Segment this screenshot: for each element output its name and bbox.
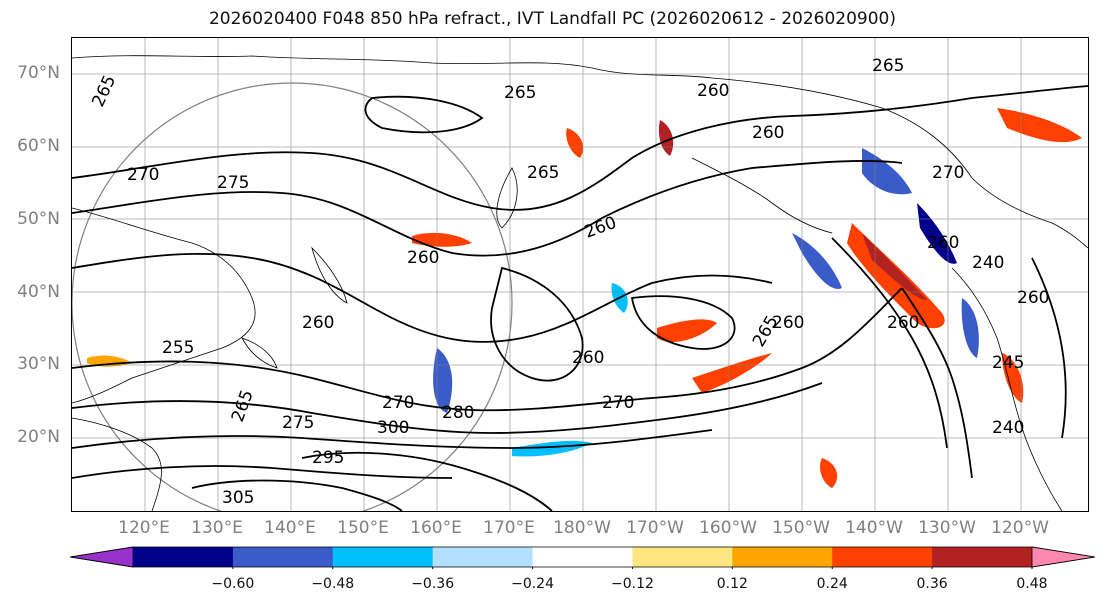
- shade-negative-south: [512, 440, 592, 457]
- colorbar-tick-label: −0.60: [211, 576, 255, 592]
- shade-positive-ne: [997, 108, 1082, 143]
- longitude-label: 140°E: [264, 518, 316, 538]
- shade-negative-west: [433, 348, 453, 413]
- longitude-label: 120°W: [991, 518, 1049, 538]
- latitude-label: 30°N: [17, 354, 60, 375]
- colorbar-segment: [332, 547, 434, 567]
- map-panel: 265 265 265 260 260 260 270 275 260 265 …: [71, 37, 1089, 512]
- contour-label: 255: [162, 338, 194, 358]
- contour-label: 265: [88, 72, 120, 110]
- contour-label: 275: [282, 413, 314, 433]
- shade-negative-north: [862, 148, 912, 195]
- shade-positive-coast: [1002, 353, 1024, 403]
- longitude-label: 150°E: [337, 518, 389, 538]
- colorbar-tick-label: −0.12: [610, 576, 654, 592]
- shade-positive-center: [657, 319, 717, 343]
- latitude-label: 40°N: [17, 281, 60, 302]
- latitude-label: 20°N: [17, 427, 60, 448]
- contour-lines: [72, 85, 1088, 511]
- longitude-label: 140°W: [845, 518, 903, 538]
- longitude-label: 150°W: [772, 518, 830, 538]
- colorbar: [70, 546, 1095, 569]
- colorbar-tick-label: −0.24: [511, 576, 554, 592]
- contour-label: 260: [697, 81, 729, 101]
- longitude-label: 170°W: [626, 518, 684, 538]
- colorbar-tick-label: −0.36: [411, 576, 455, 592]
- colorbar-outline: [70, 546, 1095, 568]
- contour-label: 275: [217, 173, 249, 193]
- latitude-label: 50°N: [17, 208, 60, 229]
- shade-positive-max: [862, 233, 927, 300]
- contour-label: 260: [582, 213, 619, 243]
- contour-label: 260: [1017, 288, 1049, 308]
- colorbar-segment: [732, 547, 833, 567]
- longitude-label: 130°W: [918, 518, 976, 538]
- colorbar-segment: [632, 547, 733, 567]
- colorbar-tick-label: 0.12: [716, 576, 748, 592]
- contour-label: 270: [127, 165, 159, 185]
- graticule: [72, 38, 1088, 511]
- contour-label: 260: [407, 248, 439, 268]
- contour-label: 305: [222, 488, 254, 508]
- longitude-label: 180°W: [553, 518, 611, 538]
- colorbar-segment: [133, 547, 234, 567]
- longitude-label: 160°E: [410, 518, 462, 538]
- colorbar-segment: [932, 547, 1033, 567]
- contour-label: 260: [752, 123, 784, 143]
- shading-layer: [87, 108, 1082, 488]
- colorbar-segment: [232, 547, 334, 567]
- longitude-label: 170°E: [483, 518, 535, 538]
- longitude-label: 160°W: [699, 518, 757, 538]
- contour-label: 265: [527, 163, 559, 183]
- contour-label: 265: [872, 56, 904, 76]
- shade-positive-se: [820, 458, 838, 488]
- contour-label: 260: [927, 233, 959, 253]
- colorbar-segment: [432, 547, 534, 567]
- shade-positive-kam: [566, 128, 584, 158]
- shade-negative-coast: [961, 298, 979, 358]
- range-ring: [72, 82, 513, 511]
- contour-label: 270: [932, 163, 964, 183]
- contour-label: 260: [887, 313, 919, 333]
- colorbar-segment: [832, 547, 933, 567]
- contour-label: 270: [602, 393, 634, 413]
- colorbar-tick-label: 0.24: [816, 576, 848, 592]
- contour-label: 260: [772, 313, 804, 333]
- contour-label: 270: [382, 393, 414, 413]
- map-canvas: 265 265 265 260 260 260 270 275 260 265 …: [72, 38, 1088, 511]
- colorbar-tick-label: 0.36: [916, 576, 948, 592]
- contour-label: 265: [504, 83, 536, 103]
- colorbar-tick-label: −0.48: [311, 576, 355, 592]
- colorbar-max-arrow: [1031, 546, 1095, 568]
- shade-positive-mid: [412, 232, 472, 247]
- contour-label: 245: [992, 353, 1024, 373]
- contour-label: 280: [442, 403, 474, 423]
- longitude-label: 130°E: [191, 518, 243, 538]
- contour-label: 260: [302, 313, 334, 333]
- contour-label: 300: [377, 418, 409, 438]
- colorbar-tick-label: 0.48: [1016, 576, 1048, 592]
- shade-negative-jet: [792, 233, 842, 289]
- latitude-label: 60°N: [17, 136, 60, 157]
- longitude-label: 120°E: [118, 518, 170, 538]
- colorbar-min-arrow: [70, 546, 134, 568]
- latitude-label: 70°N: [17, 63, 60, 84]
- coastlines: [72, 55, 1088, 511]
- contour-label: 265: [228, 387, 258, 424]
- contour-label: 240: [972, 253, 1004, 273]
- map-title: 2026020400 F048 850 hPa refract., IVT La…: [208, 9, 896, 29]
- contour-label: 260: [572, 348, 604, 368]
- contour-label: 240: [992, 418, 1024, 438]
- contour-label: 295: [312, 448, 344, 468]
- contour-label-group: 265 265 265 260 260 260 270 275 260 265 …: [88, 56, 1049, 508]
- shade-positive-jet: [692, 353, 772, 393]
- colorbar-segment: [532, 547, 633, 567]
- shade-negative-max: [917, 203, 957, 264]
